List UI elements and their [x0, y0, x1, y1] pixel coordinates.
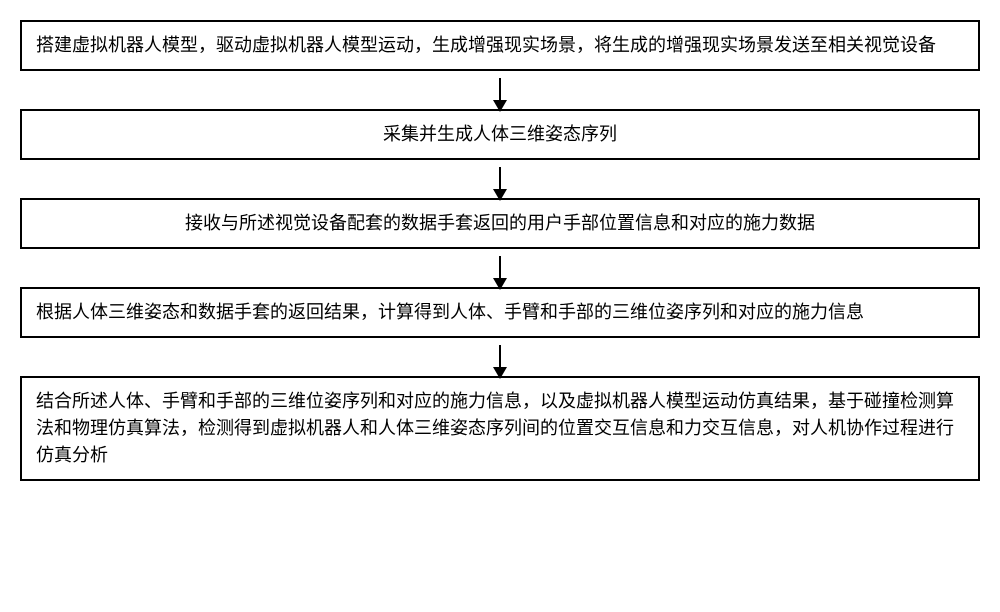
flow-arrow-1 — [20, 71, 980, 109]
flow-node-5-text: 结合所述人体、手臂和手部的三维位姿序列和对应的施力信息，以及虚拟机器人模型运动仿… — [36, 391, 954, 465]
arrow-down-icon — [499, 256, 501, 280]
flow-node-1-text: 搭建虚拟机器人模型，驱动虚拟机器人模型运动，生成增强现实场景，将生成的增强现实场… — [36, 35, 936, 55]
flow-node-3: 接收与所述视觉设备配套的数据手套返回的用户手部位置信息和对应的施力数据 — [20, 198, 980, 249]
flow-node-2-text: 采集并生成人体三维姿态序列 — [383, 124, 617, 144]
flow-node-1: 搭建虚拟机器人模型，驱动虚拟机器人模型运动，生成增强现实场景，将生成的增强现实场… — [20, 20, 980, 71]
arrow-down-icon — [499, 167, 501, 191]
flowchart-container: 搭建虚拟机器人模型，驱动虚拟机器人模型运动，生成增强现实场景，将生成的增强现实场… — [20, 20, 980, 481]
arrow-down-icon — [499, 78, 501, 102]
flow-node-3-text: 接收与所述视觉设备配套的数据手套返回的用户手部位置信息和对应的施力数据 — [185, 213, 815, 233]
arrow-down-icon — [499, 345, 501, 369]
flow-node-2: 采集并生成人体三维姿态序列 — [20, 109, 980, 160]
flow-node-4: 根据人体三维姿态和数据手套的返回结果，计算得到人体、手臂和手部的三维位姿序列和对… — [20, 287, 980, 338]
flow-node-4-text: 根据人体三维姿态和数据手套的返回结果，计算得到人体、手臂和手部的三维位姿序列和对… — [36, 302, 864, 322]
flow-arrow-2 — [20, 160, 980, 198]
flow-arrow-4 — [20, 338, 980, 376]
flow-arrow-3 — [20, 249, 980, 287]
flow-node-5: 结合所述人体、手臂和手部的三维位姿序列和对应的施力信息，以及虚拟机器人模型运动仿… — [20, 376, 980, 481]
